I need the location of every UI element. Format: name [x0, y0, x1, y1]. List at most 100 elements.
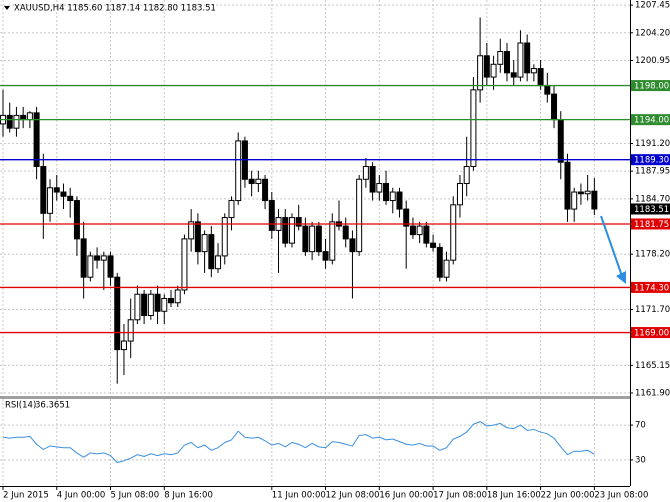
candle-body — [544, 85, 551, 95]
candle-body — [530, 68, 537, 74]
x-tick-label: 2 Jun 2015 — [3, 491, 49, 501]
candle-body — [73, 200, 80, 240]
level-label: 1198.00 — [634, 82, 669, 92]
x-tick-label: 5 Jun 08:00 — [111, 491, 160, 501]
candle-body — [288, 217, 295, 244]
candle-body — [524, 42, 531, 74]
candle-body — [409, 225, 416, 236]
candle-body — [477, 55, 484, 91]
candle-body — [13, 114, 20, 129]
candle-body — [483, 55, 490, 78]
candle-body — [60, 191, 67, 197]
candle-body — [168, 297, 174, 304]
candle-body — [443, 259, 450, 278]
y-tick-label: 1191.20 — [635, 139, 670, 149]
candle-body — [430, 242, 437, 248]
candle-body — [510, 72, 517, 78]
candle-body — [564, 161, 571, 210]
y-tick-label: 1187.95 — [635, 167, 670, 177]
candle-body — [127, 319, 134, 342]
candle-body — [235, 140, 242, 202]
candle-body — [376, 183, 383, 193]
candle-body — [577, 191, 584, 195]
candle-body — [87, 255, 94, 278]
candle-body — [201, 234, 208, 253]
candle-body — [551, 93, 558, 121]
candle-body — [349, 238, 356, 253]
candle-body — [47, 187, 54, 214]
level-label: 1174.30 — [634, 283, 669, 293]
candle-body — [67, 195, 74, 202]
y-tick-label: 70 — [635, 421, 646, 431]
candle-body — [497, 51, 504, 65]
candle-body — [80, 238, 87, 278]
x-tick-label: 4 Jun 00:00 — [57, 491, 106, 501]
candle-body — [282, 217, 289, 244]
candle-body — [356, 178, 363, 253]
candle-body — [26, 112, 33, 121]
chart-title: XAUUSD,H4 1185.60 1187.14 1182.80 1183.5… — [14, 4, 216, 14]
candle-body — [53, 187, 60, 193]
candle-body — [470, 89, 477, 167]
level-label: 1183.51 — [634, 205, 669, 215]
candle-body — [490, 63, 497, 78]
x-tick-label: 11 Jun 00:00 — [272, 491, 326, 501]
x-tick-label: 12 Jun 08:00 — [326, 491, 380, 501]
candle-body — [228, 200, 235, 219]
candle-body — [584, 190, 591, 195]
candle-body — [383, 183, 390, 202]
x-tick-label: 8 Jun 16:00 — [164, 491, 213, 501]
candle-body — [6, 114, 13, 129]
candle-body — [389, 191, 396, 202]
candle-body — [194, 221, 201, 253]
y-tick-label: 1200.95 — [635, 56, 670, 66]
candle-body — [181, 238, 188, 291]
candle-body — [450, 204, 457, 261]
candle-body — [120, 340, 127, 351]
indicator-value: 36.3651 — [35, 401, 70, 411]
candle-body — [591, 190, 598, 210]
level-label-bg — [631, 154, 670, 166]
candle-body — [161, 297, 168, 312]
forecast-arrow — [600, 215, 623, 277]
level-label-bg — [631, 203, 670, 215]
candle-body — [456, 183, 463, 206]
menu-icon[interactable] — [4, 6, 10, 10]
candle-body — [369, 165, 376, 193]
candle-body — [362, 165, 369, 180]
candle-body — [342, 225, 349, 240]
candle-body — [537, 68, 544, 87]
candle-body — [33, 112, 40, 167]
candle-body — [403, 208, 410, 227]
candle-body — [396, 191, 403, 210]
level-label-bg — [631, 80, 670, 92]
candle-body — [463, 165, 470, 185]
candle-body — [134, 293, 141, 321]
level-label: 1169.00 — [634, 329, 669, 339]
x-tick-label: 23 Jun 08:00 — [594, 491, 648, 501]
candle-body — [94, 255, 101, 261]
level-label-bg — [631, 218, 670, 230]
y-tick-label: 1184.70 — [635, 194, 670, 204]
candle-body — [262, 178, 269, 202]
arrow-head — [616, 271, 626, 284]
y-tick-label: 1207.45 — [635, 1, 670, 11]
candle-body — [504, 51, 510, 74]
x-tick-label: 17 Jun 08:00 — [433, 491, 487, 501]
candle-body — [215, 255, 222, 270]
indicator-line — [2, 421, 595, 464]
candle-body — [221, 217, 228, 257]
candle-body — [302, 225, 309, 253]
candle-body — [557, 119, 564, 163]
candle-body — [174, 289, 181, 304]
y-tick-label: 1165.15 — [635, 361, 670, 371]
level-label-bg — [631, 114, 670, 126]
candle-body — [309, 225, 316, 253]
candle-body — [141, 293, 148, 317]
y-tick-label: 1161.90 — [635, 389, 670, 399]
candle-body — [154, 293, 161, 312]
x-tick-label: 22 Jun 00:00 — [541, 491, 595, 501]
level-label: 1189.30 — [634, 156, 669, 166]
x-tick-label: 16 Jun 00:00 — [379, 491, 433, 501]
